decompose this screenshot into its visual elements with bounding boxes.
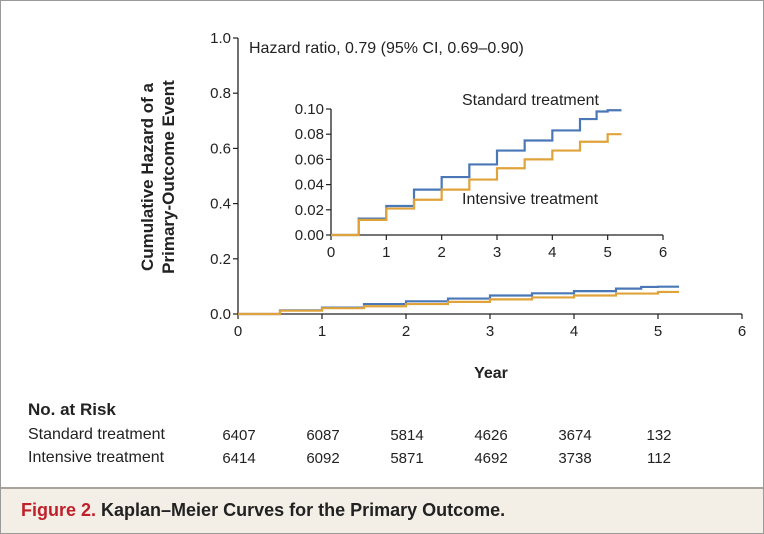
inset-label-standard: Standard treatment: [462, 92, 600, 109]
main-axes: 0 1 2 3 4 5 6 0.0 0.2 0.4 0.6 0.8 1.0: [210, 30, 746, 340]
y-tick-label: 0.0: [210, 306, 231, 323]
risk-count: 5871: [390, 450, 424, 467]
x-tick-label: 1: [382, 244, 390, 261]
inset-label-intensive: Intensive treatment: [462, 191, 599, 208]
y-tick-label: 0.10: [295, 101, 324, 118]
hazard-ratio-annotation: Hazard ratio, 0.79 (95% CI, 0.69–0.90): [249, 40, 524, 57]
caption-bar: Figure 2. Kaplan–Meier Curves for the Pr…: [1, 487, 763, 533]
inset-axes: 0 1 2 3 4 5 6 0.00 0.02 0.04 0.06 0.08 0.10: [295, 101, 667, 261]
intensive-treatment-curve: [238, 290, 679, 316]
x-tick-label: 6: [738, 323, 746, 340]
y-tick-label: 0.2: [210, 251, 231, 268]
y-axis-title-line2: Primary-Outcome Event: [159, 80, 178, 274]
main-curves: [238, 285, 679, 316]
figure-label: Figure 2.: [21, 500, 97, 520]
y-tick-label: 0.06: [295, 151, 324, 168]
x-tick-label: 2: [437, 244, 445, 261]
standard-treatment-curve: [331, 109, 622, 237]
x-tick-label: 5: [603, 244, 611, 261]
x-tick-label: 6: [659, 244, 667, 261]
x-tick-label: 5: [654, 323, 662, 340]
y-tick-label: 0.02: [295, 202, 324, 219]
y-tick-label: 0.4: [210, 196, 231, 213]
risk-count: 6407: [222, 427, 256, 444]
km-chart: 0 1 2 3 4 5 6 0.0 0.2 0.4 0.6 0.8 1.0 0 1 2 3 4 5 6 0.00 0.0…: [138, 30, 746, 382]
x-tick-label: 3: [486, 323, 494, 340]
inset-curves: [331, 109, 622, 237]
x-tick-label: 0: [234, 323, 242, 340]
x-tick-label: 1: [318, 323, 326, 340]
y-tick-label: 0.00: [295, 227, 324, 244]
x-tick-label: 4: [570, 323, 578, 340]
x-tick-label: 2: [402, 323, 410, 340]
y-tick-label: 0.04: [295, 177, 324, 194]
y-tick-label: 0.8: [210, 85, 231, 102]
y-tick-label: 0.08: [295, 126, 324, 143]
x-axis-title: Year: [474, 365, 508, 382]
risk-count: 3738: [558, 450, 592, 467]
x-tick-label: 0: [327, 244, 335, 261]
risk-row-label: Standard treatment: [28, 426, 165, 443]
risk-count: 6087: [306, 427, 340, 444]
caption-text: Kaplan–Meier Curves for the Primary Outc…: [101, 500, 506, 520]
intensive-treatment-curve: [331, 133, 622, 237]
risk-count: 132: [646, 427, 672, 444]
risk-count: 6092: [306, 450, 340, 467]
y-tick-label: 0.6: [210, 140, 231, 157]
risk-table-heading: No. at Risk: [28, 400, 116, 419]
figure-caption: Figure 2. Kaplan–Meier Curves for the Pr…: [21, 500, 505, 521]
risk-count: 4626: [474, 427, 508, 444]
y-axis-title-line1: Cumulative Hazard of a: [138, 82, 157, 271]
x-tick-label: 4: [548, 244, 556, 261]
risk-count: 3674: [558, 427, 592, 444]
risk-count: 112: [647, 450, 671, 467]
x-tick-label: 3: [493, 244, 501, 261]
risk-count: 5814: [390, 427, 424, 444]
y-tick-label: 1.0: [210, 30, 231, 47]
risk-count: 6414: [222, 450, 256, 467]
risk-row-label: Intensive treatment: [28, 449, 165, 466]
risk-count: 4692: [474, 450, 508, 467]
